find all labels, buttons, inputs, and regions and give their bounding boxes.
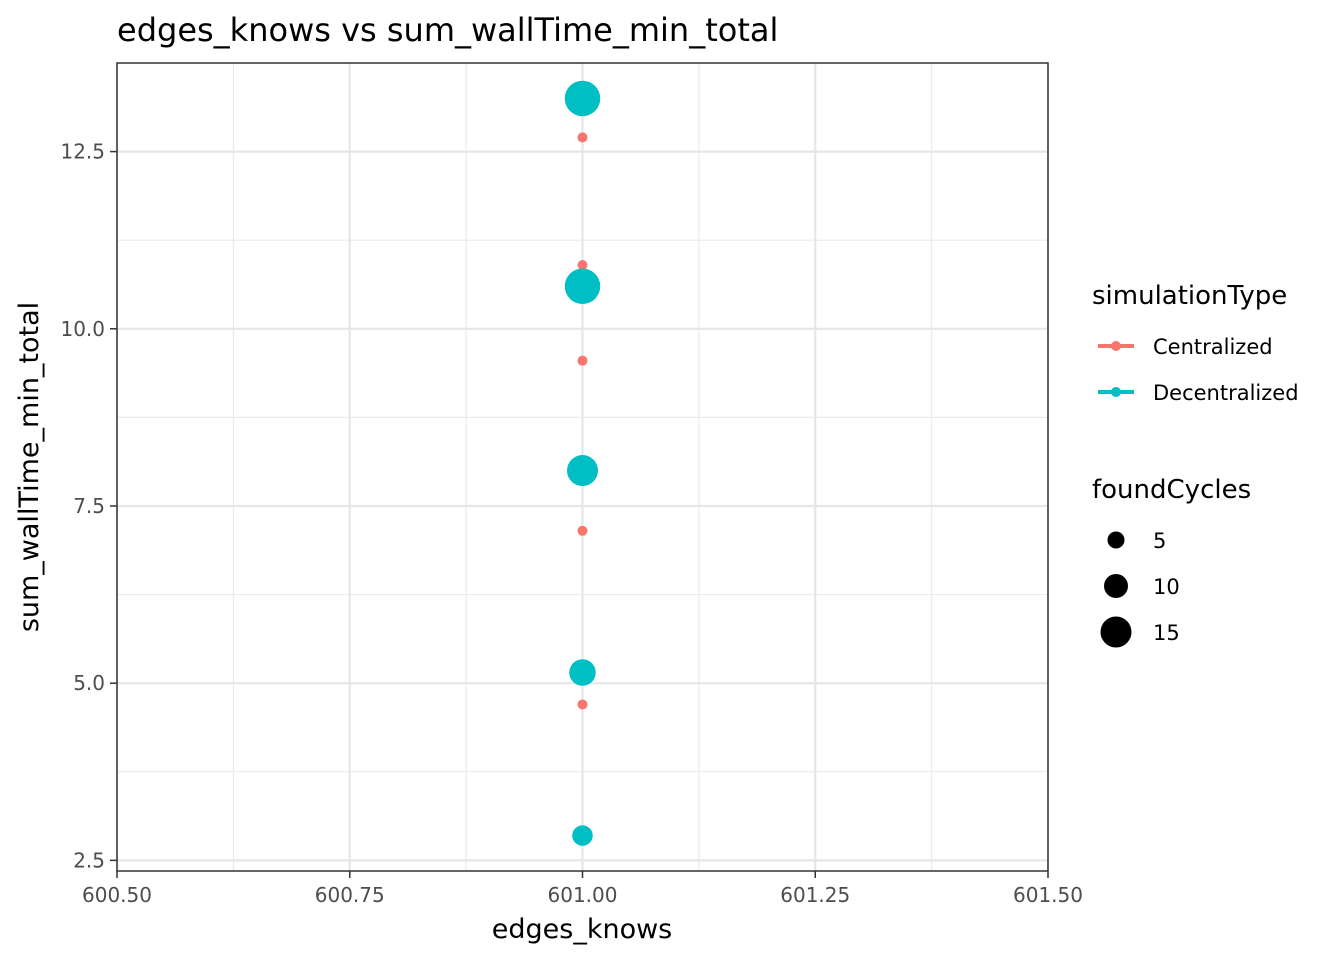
- y-tick-label: 12.5: [60, 140, 105, 164]
- point-centralized: [577, 132, 588, 143]
- legend-size-key-10: [1104, 574, 1128, 598]
- x-tick-label: 601.50: [1013, 883, 1083, 907]
- chart-title: edges_knows vs sum_wallTime_min_total: [117, 11, 778, 49]
- x-axis-title: edges_knows: [492, 914, 672, 945]
- point-decentralized: [567, 455, 598, 487]
- y-tick-label: 5.0: [73, 671, 105, 695]
- x-tick-label: 600.50: [82, 883, 152, 907]
- legend-key-point-decentralized: [1111, 387, 1121, 397]
- point-centralized: [577, 699, 588, 710]
- legend-simulation-type: simulationType Centralized Decentralized: [1092, 281, 1299, 405]
- point-centralized: [577, 525, 588, 536]
- legend-size-title: foundCycles: [1092, 475, 1251, 505]
- legend-label-decentralized: Decentralized: [1153, 381, 1299, 405]
- point-decentralized: [572, 825, 593, 846]
- point-centralized: [577, 260, 588, 270]
- x-tick-label: 601.25: [780, 883, 850, 907]
- legend-size-key-5: [1107, 531, 1125, 549]
- y-axis-ticks: 2.5 5.0 7.5 10.0 12.5: [60, 140, 117, 872]
- y-tick-label: 10.0: [60, 317, 105, 341]
- data-points: [564, 80, 601, 846]
- y-axis-title: sum_wallTime_min_total: [14, 302, 45, 632]
- y-tick-label: 2.5: [73, 848, 105, 872]
- point-decentralized: [564, 268, 601, 305]
- point-decentralized: [569, 659, 596, 686]
- y-tick-label: 7.5: [73, 494, 105, 518]
- point-centralized: [577, 355, 588, 366]
- legend-size-label-15: 15: [1153, 621, 1180, 645]
- legend-found-cycles: foundCycles 5 10 15: [1092, 475, 1251, 648]
- legend-label-centralized: Centralized: [1153, 335, 1273, 359]
- x-axis-ticks: 600.50 600.75 601.00 601.25 601.50: [82, 871, 1083, 907]
- legend-key-point-centralized: [1111, 341, 1121, 351]
- point-decentralized: [564, 80, 601, 117]
- legend-color-title: simulationType: [1092, 281, 1287, 311]
- x-tick-label: 600.75: [315, 883, 385, 907]
- legend-size-label-10: 10: [1153, 575, 1180, 599]
- legend-size-key-15: [1100, 616, 1132, 648]
- x-tick-label: 601.00: [548, 883, 618, 907]
- legend-size-label-5: 5: [1153, 529, 1166, 553]
